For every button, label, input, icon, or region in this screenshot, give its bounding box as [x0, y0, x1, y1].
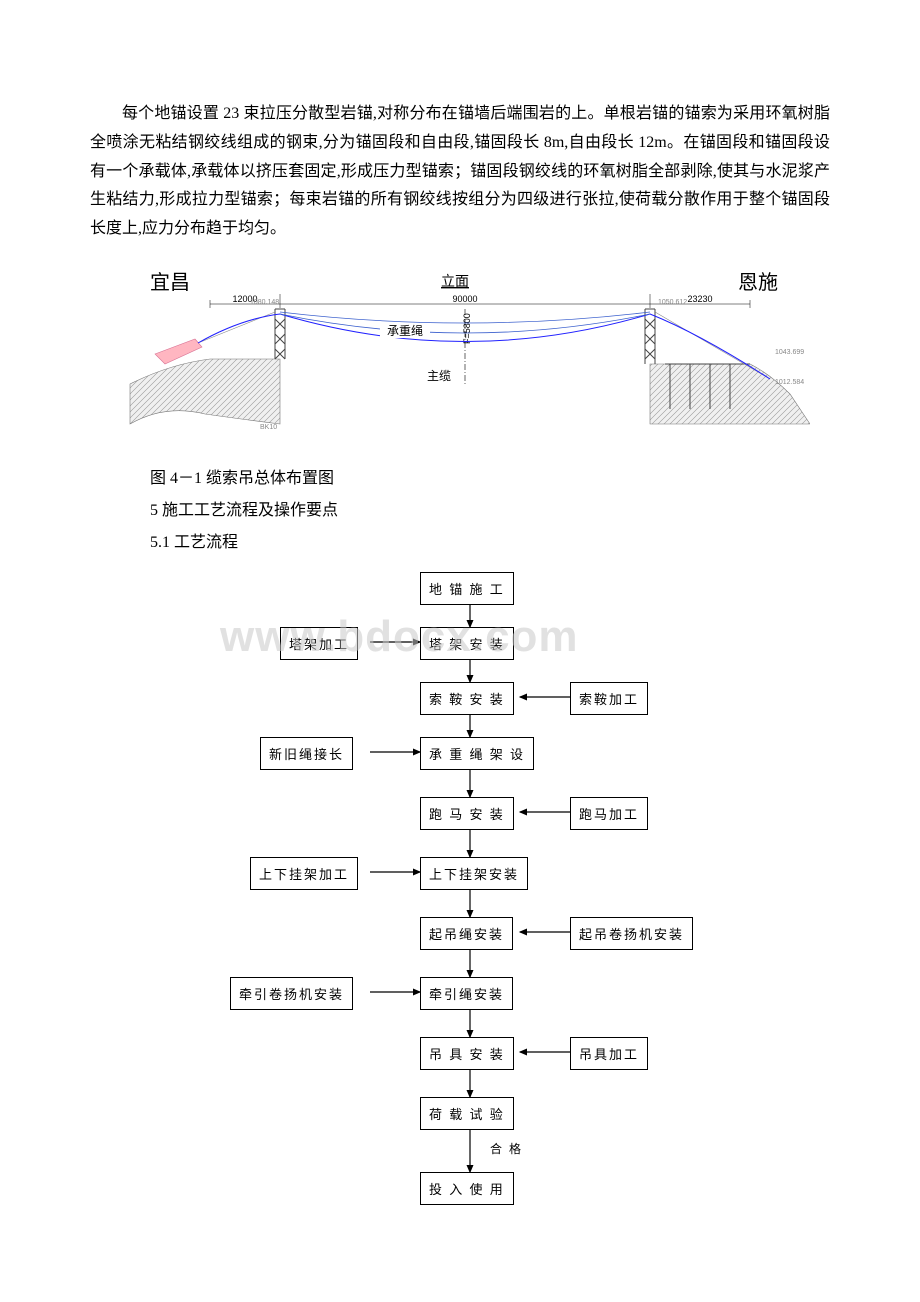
figure-1-caption: 图 4－1 缆索吊总体布置图 — [150, 464, 830, 488]
flow-node-hanger-install: 上下挂架安装 — [420, 857, 528, 890]
dim-right: 23230 — [687, 294, 712, 304]
flow-node-trolley-install: 跑 马 安 装 — [420, 797, 514, 830]
elev-3: 1050.612 — [658, 299, 687, 306]
section-51-heading: 5.1 工艺流程 — [150, 528, 830, 552]
elev-1: 1043.699 — [775, 349, 804, 356]
label-elevation: 立面 — [441, 274, 469, 290]
watermark-text: www.bdocx.com — [220, 612, 579, 662]
flow-edge-pass-label: 合 格 — [490, 1140, 523, 1157]
section-5-heading: 5 施工工艺流程及操作要点 — [150, 496, 830, 520]
flow-node-hoist-winch: 起吊卷扬机安装 — [570, 917, 693, 950]
small-bk: BK10 — [260, 424, 277, 431]
flow-node-trolley-fab: 跑马加工 — [570, 797, 648, 830]
elev-4: 1080.148 — [250, 299, 279, 306]
flow-node-anchor: 地 锚 施 工 — [420, 572, 514, 605]
label-enshi: 恩施 — [738, 271, 778, 294]
flow-node-hoist-rope: 起吊绳安装 — [420, 917, 513, 950]
flow-node-rope-splice: 新旧绳接长 — [260, 737, 353, 770]
label-load-rope: 承重绳 — [387, 324, 423, 338]
label-yichang: 宜昌 — [150, 271, 190, 294]
flow-node-traction-winch: 牵引卷扬机安装 — [230, 977, 353, 1010]
flow-node-sling-fab: 吊具加工 — [570, 1037, 648, 1070]
flow-node-load-test: 荷 载 试 验 — [420, 1097, 514, 1130]
label-f: F=5800 — [462, 313, 472, 344]
flow-node-hanger-fab: 上下挂架加工 — [250, 857, 358, 890]
flow-node-tower-install: 塔 架 安 装 — [420, 627, 514, 660]
label-main-cable: 主缆 — [427, 369, 451, 383]
flow-node-tower-fab: 塔架加工 — [280, 627, 358, 660]
flow-node-saddle-install: 索 鞍 安 装 — [420, 682, 514, 715]
body-paragraph: 每个地锚设置 23 束拉压分散型岩锚,对称分布在锚墙后端围岩的上。单根岩锚的锚索… — [90, 100, 830, 244]
flow-node-commission: 投 入 使 用 — [420, 1172, 514, 1205]
dim-center: 90000 — [452, 294, 477, 304]
elev-2: 1012.584 — [775, 379, 804, 386]
figure-cable-layout: 宜昌 立面 恩施 12000 90000 23230 F=5800 — [110, 264, 810, 444]
flow-node-traction-rope: 牵引绳安装 — [420, 977, 513, 1010]
flow-node-load-rope: 承 重 绳 架 设 — [420, 737, 534, 770]
process-flowchart: www.bdocx.com — [180, 572, 740, 1252]
flow-node-saddle-fab: 索鞍加工 — [570, 682, 648, 715]
flow-node-sling-install: 吊 具 安 装 — [420, 1037, 514, 1070]
